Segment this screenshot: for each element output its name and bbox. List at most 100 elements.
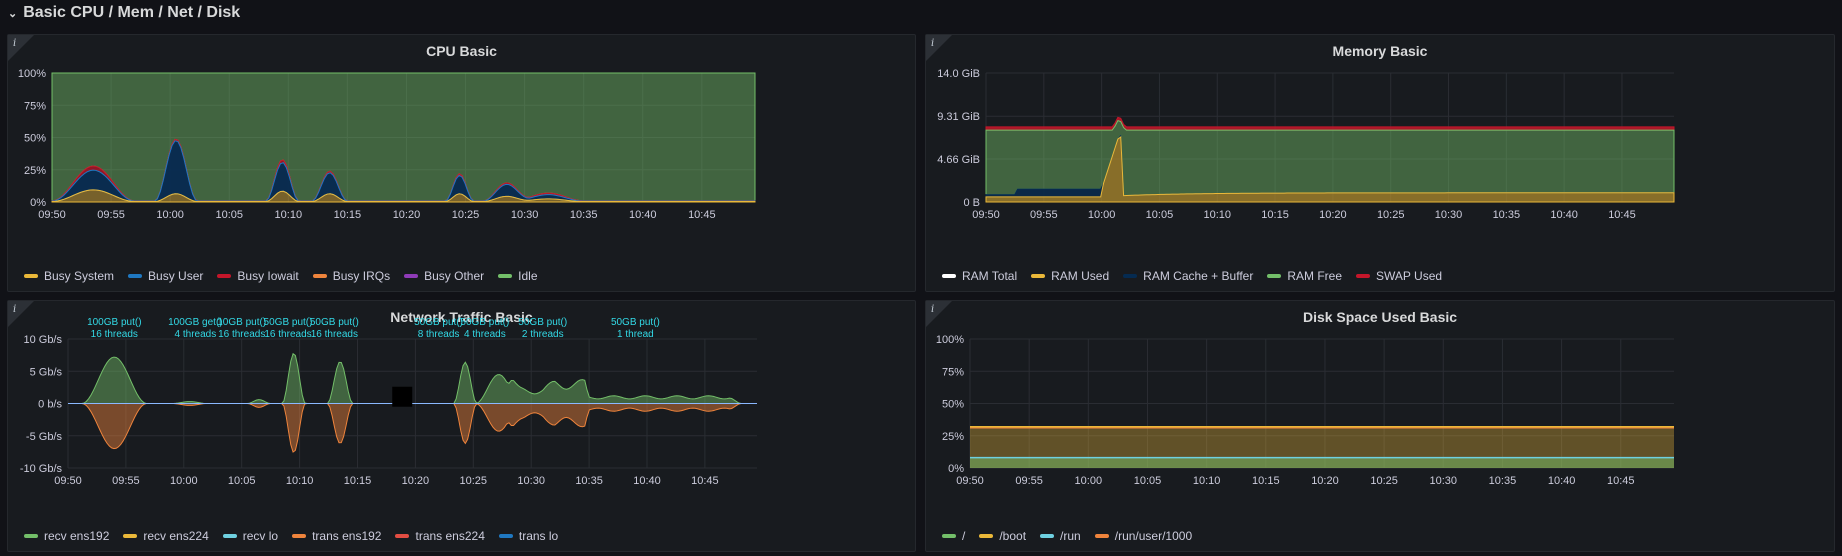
x-tick-label: 09:50 xyxy=(38,209,66,221)
legend-swatch xyxy=(223,534,237,538)
y-tick-label: 0 b/s xyxy=(38,399,62,411)
x-tick-label: 10:00 xyxy=(1075,475,1103,487)
y-tick-label: 50% xyxy=(942,399,964,411)
disk-chart[interactable]: 09:50 09:55 10:00 10:05 10:10 10:15 10:20 10:25… xyxy=(926,301,1836,553)
network-chart[interactable]: 09:50 09:55 10:00 10:05 10:10 10:15 10:20 10:25… xyxy=(8,301,917,553)
legend-item[interactable]: trans ens224 xyxy=(395,529,484,543)
annotation-label: 4 threads xyxy=(464,329,506,340)
x-tick-label: 09:50 xyxy=(972,209,1000,221)
legend-swatch xyxy=(1095,534,1109,538)
x-tick-label: 09:50 xyxy=(956,475,984,487)
x-tick-label: 10:15 xyxy=(344,475,372,487)
x-tick-label: 10:05 xyxy=(1134,475,1162,487)
legend-label: /run/user/1000 xyxy=(1115,529,1192,543)
legend-swatch xyxy=(123,534,137,538)
legend-label: recv ens224 xyxy=(143,529,208,543)
legend-item[interactable]: Idle xyxy=(498,269,537,283)
legend-item[interactable]: Busy IRQs xyxy=(313,269,390,283)
legend-item[interactable]: Busy Iowait xyxy=(217,269,298,283)
legend-swatch xyxy=(24,534,38,538)
x-tick-label: 10:10 xyxy=(275,209,303,221)
legend-item[interactable]: SWAP Used xyxy=(1356,269,1442,283)
legend-item[interactable]: RAM Total xyxy=(942,269,1017,283)
annotation-label: 50GB put() xyxy=(460,317,509,328)
legend-item[interactable]: trans lo xyxy=(499,529,558,543)
y-tick-label: 0% xyxy=(948,463,964,475)
disk-space-panel[interactable]: i Disk Space Used Basic 09:50 09:55 10:00 1… xyxy=(925,300,1835,552)
x-tick-label: 10:30 xyxy=(517,475,545,487)
y-tick-label: 14.0 GiB xyxy=(937,68,980,80)
legend-item[interactable]: /run/user/1000 xyxy=(1095,529,1192,543)
legend-label: Idle xyxy=(518,269,537,283)
row-header[interactable]: ⌄ Basic CPU / Mem / Net / Disk xyxy=(0,0,1842,26)
row-title: Basic CPU / Mem / Net / Disk xyxy=(23,4,240,22)
legend-swatch xyxy=(404,274,418,278)
legend-label: Busy Iowait xyxy=(237,269,298,283)
disk-legend: / /boot/run/run/user/1000 xyxy=(942,529,1192,543)
cpu-chart[interactable]: 09:50 09:55 10:00 10:05 10:10 10:15 10:20 10:25… xyxy=(8,35,917,293)
x-tick-label: 10:05 xyxy=(215,209,243,221)
legend-label: recv ens192 xyxy=(44,529,109,543)
x-tick-label: 09:55 xyxy=(97,209,125,221)
legend-item[interactable]: RAM Used xyxy=(1031,269,1109,283)
x-tick-label: 10:25 xyxy=(460,475,488,487)
series-trans-ens192 xyxy=(68,404,757,453)
series-ram-free xyxy=(986,121,1674,196)
legend-label: RAM Used xyxy=(1051,269,1109,283)
annotation-label: 16 threads xyxy=(218,329,265,340)
x-tick-label: 09:50 xyxy=(54,475,82,487)
network-legend: recv ens192 recv ens224 recv lo trans ens19… xyxy=(24,529,558,543)
legend-item[interactable]: trans ens192 xyxy=(292,529,381,543)
legend-item[interactable]: / xyxy=(942,529,965,543)
x-tick-label: 10:35 xyxy=(575,475,603,487)
chevron-down-icon[interactable]: ⌄ xyxy=(8,7,17,20)
legend-label: trans ens192 xyxy=(312,529,381,543)
x-tick-label: 10:05 xyxy=(228,475,256,487)
y-tick-label: 100% xyxy=(18,68,46,80)
y-tick-label: -5 Gb/s xyxy=(26,431,63,443)
legend-item[interactable]: RAM Free xyxy=(1267,269,1342,283)
legend-label: Busy IRQs xyxy=(333,269,390,283)
legend-item[interactable]: recv ens224 xyxy=(123,529,208,543)
x-tick-label: 10:30 xyxy=(1435,209,1463,221)
legend-item[interactable]: Busy Other xyxy=(404,269,484,283)
series-recv-ens192 xyxy=(68,354,757,404)
legend-item[interactable]: /boot xyxy=(979,529,1026,543)
x-tick-label: 09:55 xyxy=(1030,209,1058,221)
annotation-label: 16 threads xyxy=(91,329,138,340)
x-tick-label: 10:30 xyxy=(1430,475,1458,487)
legend-swatch xyxy=(499,534,513,538)
legend-swatch xyxy=(1040,534,1054,538)
annotation-label: 50GB put() xyxy=(310,317,359,328)
x-tick-label: 10:10 xyxy=(286,475,314,487)
y-tick-label: 4.66 GiB xyxy=(937,154,980,166)
x-tick-label: 10:35 xyxy=(570,209,598,221)
x-tick-label: 10:00 xyxy=(156,209,184,221)
legend-item[interactable]: recv lo xyxy=(223,529,278,543)
x-tick-label: 10:35 xyxy=(1493,209,1521,221)
legend-label: /run xyxy=(1060,529,1081,543)
legend-label: /boot xyxy=(999,529,1026,543)
legend-item[interactable]: RAM Cache + Buffer xyxy=(1123,269,1253,283)
memory-chart[interactable]: 09:50 09:55 10:00 10:05 10:10 10:15 10:20 10:25… xyxy=(926,35,1836,293)
legend-item[interactable]: recv ens192 xyxy=(24,529,109,543)
legend-item[interactable]: /run xyxy=(1040,529,1081,543)
network-traffic-panel[interactable]: i Network Traffic Basic 09:50 09:55 10:00 1… xyxy=(7,300,916,552)
annotation-label: 1 thread xyxy=(617,329,654,340)
annotation-label: 50GB put() xyxy=(264,317,313,328)
y-tick-label: 9.31 GiB xyxy=(937,111,980,123)
x-tick-label: 10:10 xyxy=(1203,209,1231,221)
y-tick-label: 25% xyxy=(24,165,46,177)
x-tick-label: 10:25 xyxy=(452,209,480,221)
x-tick-label: 10:15 xyxy=(334,209,362,221)
y-tick-label: 0% xyxy=(30,197,46,209)
annotation-label: 50GB put() xyxy=(611,317,660,328)
x-tick-label: 10:20 xyxy=(402,475,430,487)
legend-swatch xyxy=(942,274,956,278)
x-tick-label: 10:20 xyxy=(1319,209,1347,221)
legend-item[interactable]: Busy System xyxy=(24,269,114,283)
legend-label: recv lo xyxy=(243,529,278,543)
cpu-basic-panel[interactable]: i CPU Basic 09:50 09:55 10:00 10:05 10:10 10:… xyxy=(7,34,916,292)
memory-basic-panel[interactable]: i Memory Basic 09:50 09:55 10:00 10:05 10:10… xyxy=(925,34,1835,292)
legend-item[interactable]: Busy User xyxy=(128,269,203,283)
